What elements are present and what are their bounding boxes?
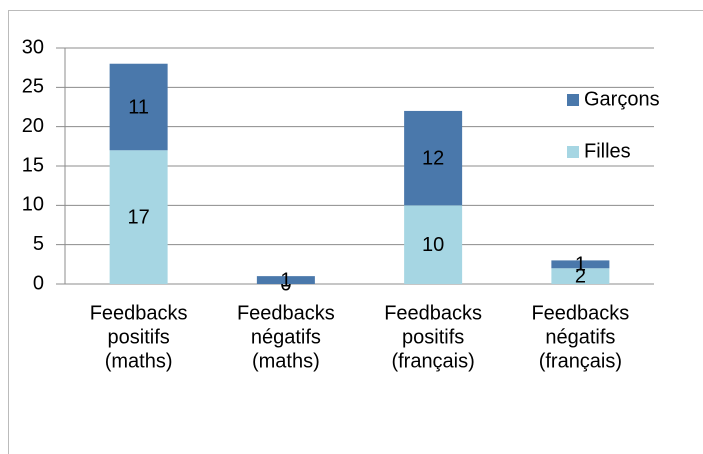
x-tick-label: Feedbacks xyxy=(531,302,629,324)
x-tick-label: Feedbacks xyxy=(237,302,335,324)
y-tick-label: 15 xyxy=(22,154,44,176)
legend-swatch xyxy=(567,146,579,158)
bar-segment xyxy=(109,63,168,151)
y-tick-label: 0 xyxy=(33,272,44,294)
data-label: 11 xyxy=(128,96,149,118)
y-tick-label: 30 xyxy=(22,36,44,58)
data-label: 2 xyxy=(575,265,586,287)
legend-swatch xyxy=(567,94,579,106)
bar-segment xyxy=(404,205,463,284)
legend-label: Garçons xyxy=(584,88,660,110)
bar-segment xyxy=(109,150,168,284)
bar-segment xyxy=(551,260,610,269)
x-tick-label: négatifs xyxy=(251,326,321,348)
data-label: 0 xyxy=(280,273,291,295)
x-tick-label: (maths) xyxy=(105,350,173,372)
bar-segment xyxy=(256,276,315,284)
data-label: 12 xyxy=(422,147,444,169)
x-tick-label: négatifs xyxy=(545,326,615,348)
data-label: 1 xyxy=(575,254,586,276)
x-tick-label: (français) xyxy=(539,350,622,372)
x-tick-label: positifs xyxy=(108,326,170,348)
data-label: 17 xyxy=(128,206,150,228)
x-tick-label: (français) xyxy=(391,350,474,372)
x-tick-label: positifs xyxy=(402,326,464,348)
data-label: 10 xyxy=(422,234,444,256)
x-tick-label: (maths) xyxy=(252,350,320,372)
y-tick-label: 10 xyxy=(22,194,44,216)
y-tick-label: 25 xyxy=(22,76,44,98)
legend-label: Filles xyxy=(584,140,631,162)
x-tick-label: Feedbacks xyxy=(90,302,188,324)
data-label: 1 xyxy=(280,269,291,291)
x-tick-label: Feedbacks xyxy=(384,302,482,324)
y-tick-label: 5 xyxy=(33,233,44,255)
bar-segment xyxy=(551,268,610,284)
y-tick-label: 20 xyxy=(22,115,44,137)
bar-segment xyxy=(404,110,463,206)
